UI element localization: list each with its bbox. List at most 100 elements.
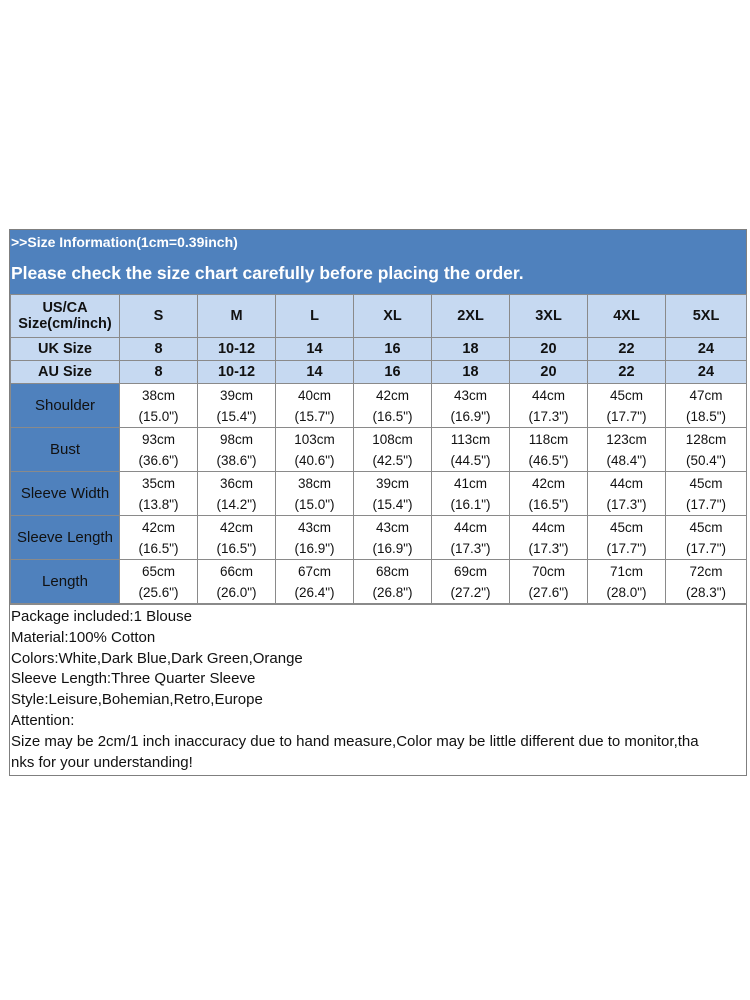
measurement-inch: (27.2") (450, 584, 491, 600)
measurement-cell: 65cm (25.6") (119, 559, 198, 604)
measurement-cm: 65cm (141, 563, 175, 579)
measurement-cell: 43cm (16.9") (431, 383, 510, 428)
measurement-cm: 43cm (297, 519, 331, 535)
measurement-cell: 41cm (16.1") (431, 471, 510, 516)
size-header-cell: US/CA Size(cm/inch) (10, 294, 120, 338)
measurement-cm: 42cm (531, 475, 565, 491)
measurement-cm: 40cm (297, 387, 331, 403)
measurement-cell: 45cm (17.7") (665, 471, 747, 516)
measurement-cm: 108cm (372, 431, 413, 447)
uk-size-row: UK Size 8 10-12 14 16 18 20 22 24 (10, 337, 747, 361)
measurement-cm: 45cm (609, 519, 643, 535)
measurement-row: Shoulder 38cm (15.0") 39cm (15.4") 40cm (15.7"… (10, 383, 747, 428)
measurement-inch: (15.0") (138, 408, 179, 424)
measurement-inch: (16.1") (450, 496, 491, 512)
measurement-cell: 43cm (16.9") (275, 515, 354, 560)
measurement-inch: (16.9") (450, 408, 491, 424)
note-line: Style:Leisure,Bohemian,Retro,Europe (11, 691, 263, 709)
measurement-inch: (17.7") (685, 540, 727, 556)
measurement-inch: (26.4") (294, 584, 335, 600)
measurement-cm: 44cm (531, 519, 565, 535)
measurement-inch: (26.8") (372, 584, 413, 600)
size-chart: >>Size Information(1cm=0.39inch) Please … (9, 229, 747, 777)
note-line: Sleeve Length:Three Quarter Sleeve (11, 670, 256, 688)
measurement-inch: (38.6") (216, 452, 257, 468)
measurement-cell: 42cm (16.5") (197, 515, 276, 560)
measurement-cell: 103cm (40.6") (275, 427, 354, 472)
measurement-cell: 66cm (26.0") (197, 559, 276, 604)
sizes-cell: S (119, 294, 198, 338)
measurement-cell: 118cm (46.5") (509, 427, 588, 472)
note-line: Package included:1 Blouse (11, 608, 192, 625)
measurement-inch: (48.4") (606, 452, 647, 468)
measurement-label: Length (10, 559, 120, 604)
measurement-row: Sleeve Width 35cm (13.8") 36cm (14.2") 38cm (1… (10, 471, 747, 516)
size-header-line: US/CA (42, 300, 88, 316)
note-line: Size may be 2cm/1 inch inaccuracy due to… (11, 732, 699, 750)
measurement-cell: 45cm (17.7") (587, 515, 666, 560)
uk-cell: 22 (587, 337, 666, 361)
measurement-cm: 39cm (219, 387, 253, 403)
uk-size-label: UK Size (10, 337, 120, 361)
sizes-cell: 2XL (431, 294, 510, 338)
measurement-cm: 39cm (375, 475, 409, 491)
au-size-row: AU Size 8 10-12 14 16 18 20 22 24 (10, 360, 747, 384)
au-cell: 22 (587, 360, 666, 384)
measurement-cell: 44cm (17.3") (509, 383, 588, 428)
measurement-cell: 123cm (48.4") (587, 427, 666, 472)
au-cell: 10-12 (197, 360, 276, 384)
au-cell: 20 (509, 360, 588, 384)
note-line: nks for your understanding! (11, 753, 193, 771)
measurement-cell: 69cm (27.2") (431, 559, 510, 604)
measurement-cell: 72cm (28.3") (665, 559, 747, 604)
measurement-inch: (50.4") (685, 452, 727, 468)
uk-cell: 8 (119, 337, 198, 361)
measurement-cm: 35cm (141, 475, 175, 491)
measurement-inch: (15.4") (372, 496, 413, 512)
size-header-line: Size(cm/inch) (18, 316, 112, 332)
measurement-label: Bust (10, 427, 120, 472)
measurement-cm: 38cm (141, 387, 175, 403)
measurement-cm: 41cm (453, 475, 487, 491)
measurement-cell: 44cm (17.3") (587, 471, 666, 516)
measurement-inch: (40.6") (294, 452, 335, 468)
measurement-label: Sleeve Width (10, 471, 120, 516)
measurement-cm: 45cm (689, 475, 723, 491)
measurement-inch: (15.0") (294, 496, 335, 512)
sizes-cell: 3XL (509, 294, 588, 338)
sizes-cell: M (197, 294, 276, 338)
measurement-inch: (27.6") (528, 584, 569, 600)
measurement-inch: (26.0") (216, 584, 257, 600)
size-info-header: >>Size Information(1cm=0.39inch) (10, 230, 746, 254)
uk-cell: 14 (275, 337, 354, 361)
sizes-cell: 5XL (665, 294, 747, 338)
measurement-inch: (16.5") (138, 540, 179, 556)
measurement-inch: (28.0") (606, 584, 647, 600)
measurement-cm: 36cm (219, 475, 253, 491)
size-table: US/CA Size(cm/inch) S M L XL 2XL 3XL 4XL 5XL UK… (10, 294, 747, 604)
sizes-cell: L (275, 294, 354, 338)
measurement-cell: 35cm (13.8") (119, 471, 198, 516)
measurement-inch: (42.5") (372, 452, 413, 468)
measurement-cm: 103cm (294, 431, 335, 447)
measurement-cell: 108cm (42.5") (353, 427, 432, 472)
measurement-inch: (16.5") (372, 408, 413, 424)
au-cell: 24 (665, 360, 747, 384)
au-cell: 14 (275, 360, 354, 384)
measurement-inch: (28.3") (685, 584, 727, 600)
measurement-cm: 38cm (297, 475, 331, 491)
measurement-cm: 118cm (528, 431, 569, 447)
measurement-cm: 123cm (606, 431, 647, 447)
measurement-cm: 44cm (609, 475, 643, 491)
measurement-cell: 38cm (15.0") (119, 383, 198, 428)
measurement-cm: 67cm (297, 563, 331, 579)
uk-cell: 24 (665, 337, 747, 361)
au-cell: 18 (431, 360, 510, 384)
size-row: US/CA Size(cm/inch) S M L XL 2XL 3XL 4XL 5XL (10, 294, 747, 338)
measurement-cm: 42cm (141, 519, 175, 535)
measurement-inch: (17.3") (528, 540, 569, 556)
measurement-cm: 44cm (531, 387, 565, 403)
measurement-row: Sleeve Length 42cm (16.5") 42cm (16.5") 43cm (… (10, 515, 747, 560)
measurement-cm: 45cm (689, 519, 723, 535)
measurement-cell: 44cm (17.3") (509, 515, 588, 560)
